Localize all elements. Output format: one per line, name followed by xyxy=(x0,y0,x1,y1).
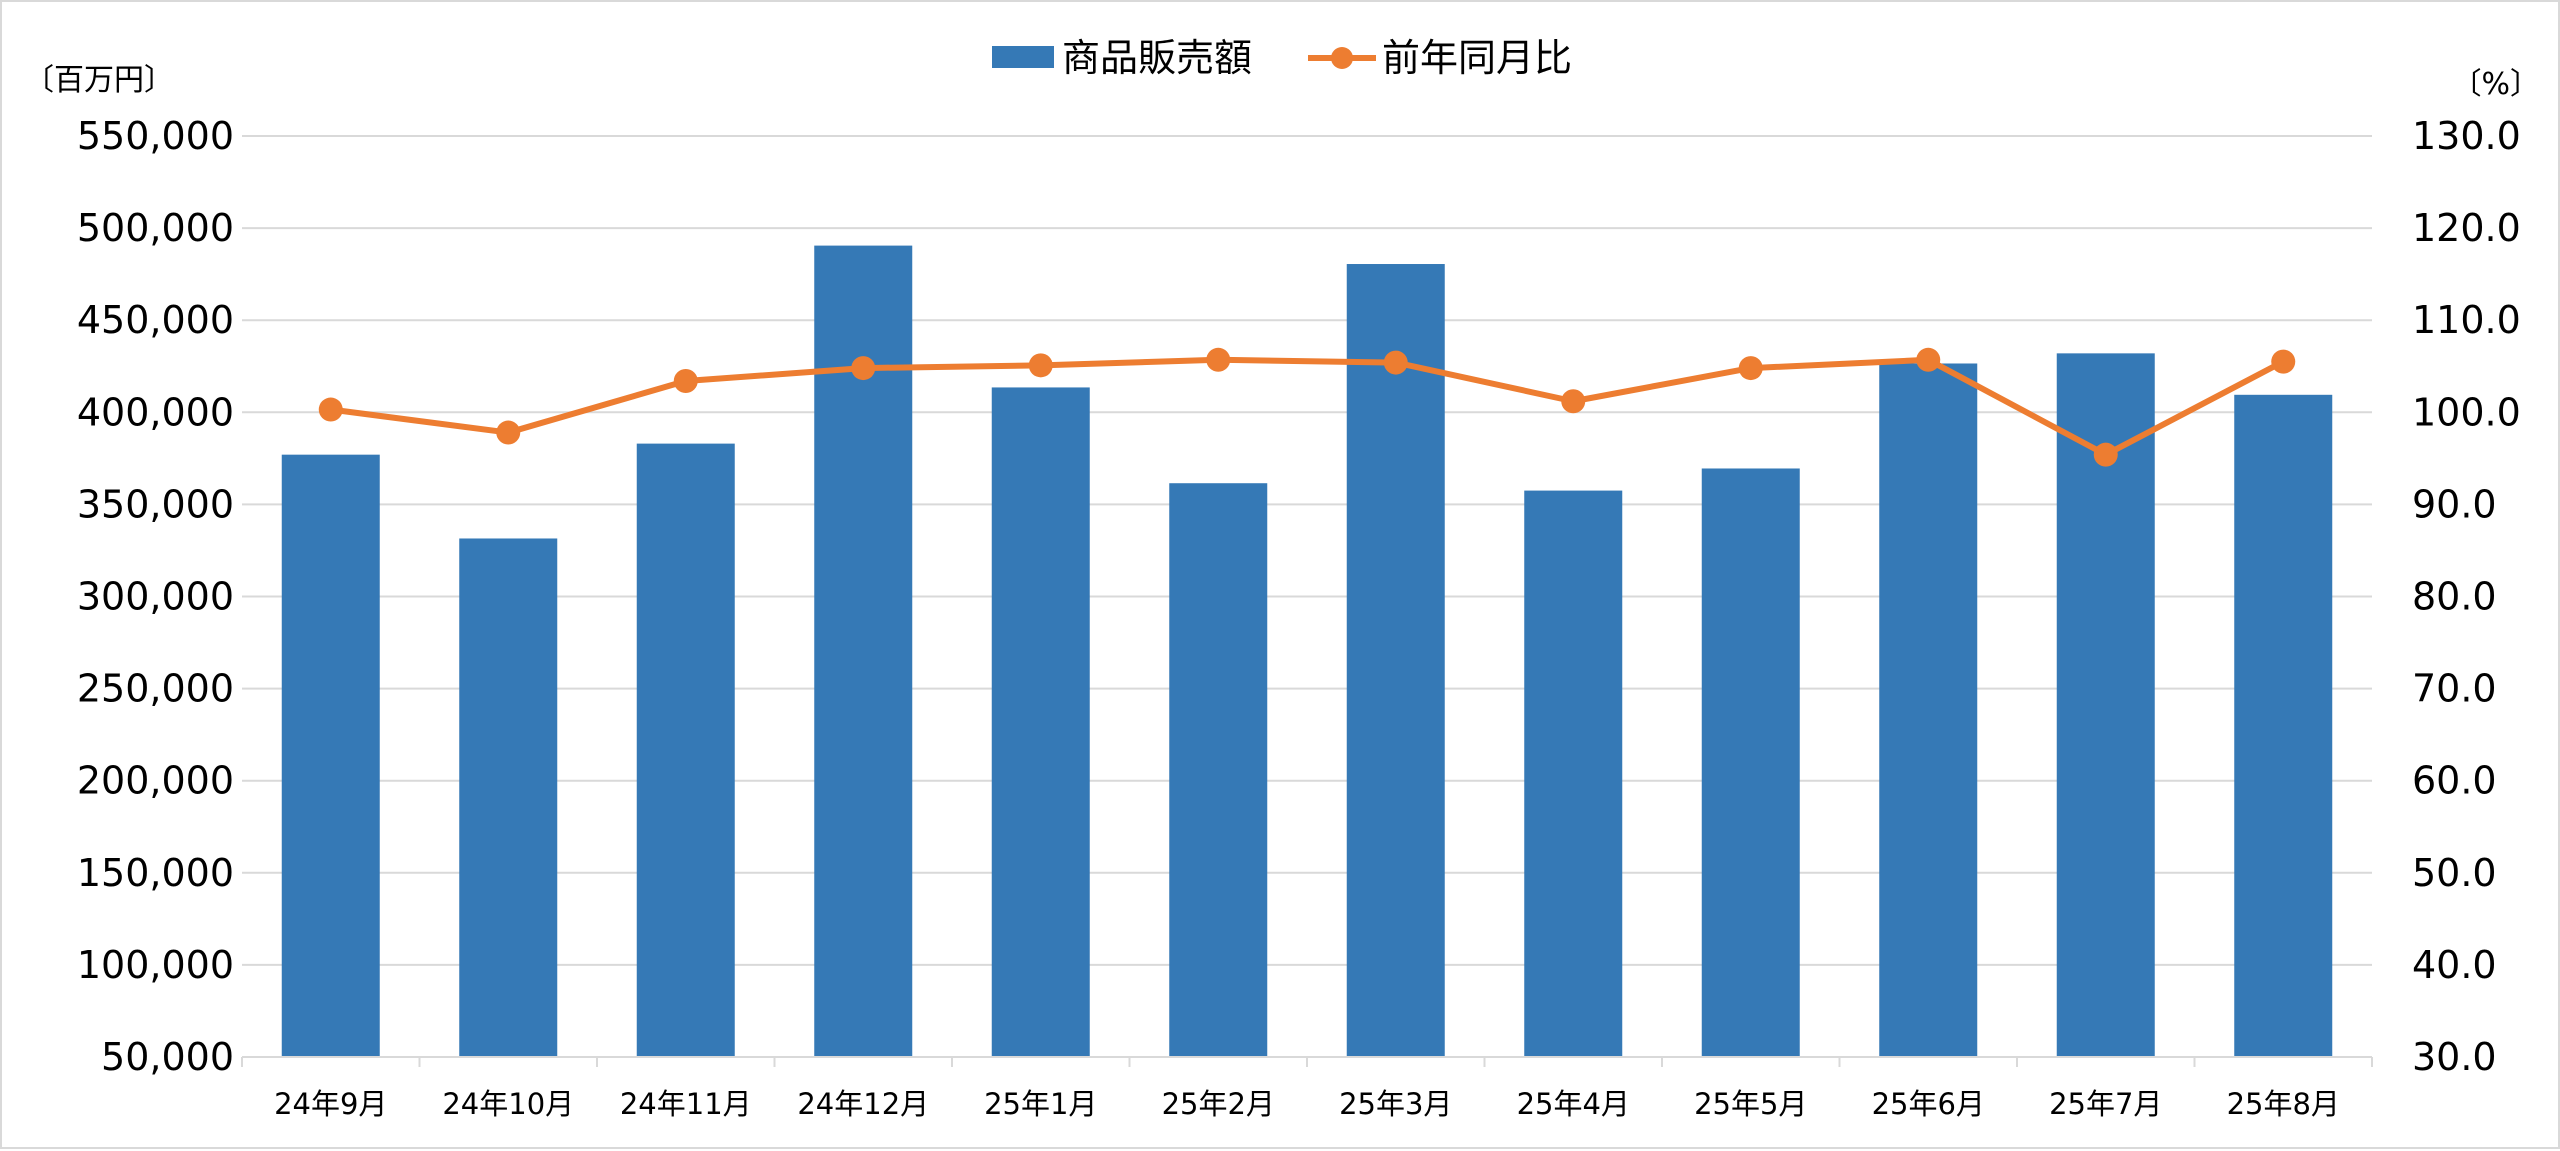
line-marker xyxy=(496,420,521,445)
line-marker xyxy=(318,397,343,422)
x-axis-tick-label: 25年1月 xyxy=(984,1087,1097,1121)
legend-swatch-marker xyxy=(1331,47,1353,69)
line-marker xyxy=(2271,349,2296,374)
right-axis-tick-label: 40.0 xyxy=(2412,943,2497,987)
x-axis-tick-label: 25年6月 xyxy=(1872,1087,1985,1121)
right-axis-tick-label: 80.0 xyxy=(2412,575,2497,619)
right-axis-tick-label: 100.0 xyxy=(2412,390,2521,434)
x-axis-tick-label: 24年11月 xyxy=(620,1087,752,1121)
right-axis-tick-label: 70.0 xyxy=(2412,667,2497,711)
line-marker xyxy=(1206,347,1231,372)
bar xyxy=(1879,363,1978,1057)
legend: 商品販売額 前年同月比 xyxy=(992,36,1572,80)
right-axis-tick-label: 110.0 xyxy=(2412,298,2521,342)
bar xyxy=(1169,483,1268,1057)
left-axis-tick-label: 50,000 xyxy=(101,1035,234,1079)
bar xyxy=(2234,394,2333,1057)
right-axis-tick-label: 130.0 xyxy=(2412,114,2521,158)
legend-label-line: 前年同月比 xyxy=(1382,36,1572,80)
legend-label-bar: 商品販売額 xyxy=(1062,36,1252,80)
left-axis-tick-label: 200,000 xyxy=(77,759,234,803)
left-axis-tick-label: 500,000 xyxy=(77,206,234,250)
legend-swatch-bar xyxy=(992,46,1054,68)
x-axis-tick-label: 24年9月 xyxy=(274,1087,387,1121)
x-axis-tick-label: 25年8月 xyxy=(2227,1087,2340,1121)
left-axis-tick-label: 150,000 xyxy=(77,851,234,895)
right-axis-tick-label: 50.0 xyxy=(2412,851,2497,895)
bar-series xyxy=(281,245,2333,1058)
line-marker xyxy=(1028,353,1053,378)
bar xyxy=(991,387,1090,1058)
x-axis-tick-label: 25年3月 xyxy=(1339,1087,1452,1121)
right-axis-unit-label: 〔%〕 xyxy=(2451,67,2540,102)
x-axis-tick-label: 24年12月 xyxy=(797,1087,929,1121)
line-marker xyxy=(2093,442,2118,467)
left-axis-tick-label: 350,000 xyxy=(77,482,234,526)
right-axis-tick-label: 30.0 xyxy=(2412,1035,2497,1079)
bar xyxy=(1524,490,1623,1058)
axes xyxy=(241,1056,2373,1067)
bar xyxy=(2056,353,2155,1058)
left-axis-unit-label: 〔百万円〕 xyxy=(24,63,174,98)
axis-labels: 〔百万円〕 〔%〕 50,000 100,000 150,000 200,000 250… xyxy=(24,63,2540,1121)
bar xyxy=(1346,264,1445,1057)
x-axis-tick-label: 25年4月 xyxy=(1517,1087,1630,1121)
gridlines xyxy=(242,135,2372,966)
left-axis-tick-label: 400,000 xyxy=(77,390,234,434)
line-marker xyxy=(1738,356,1763,381)
right-axis-tick-label: 90.0 xyxy=(2412,482,2497,526)
x-axis-tick-label: 25年5月 xyxy=(1694,1087,1807,1121)
left-axis-tick-label: 300,000 xyxy=(77,575,234,619)
x-axis-tick-label: 25年2月 xyxy=(1162,1087,1275,1121)
right-axis-tick-label: 120.0 xyxy=(2412,206,2521,250)
x-axis-tick-label: 25年7月 xyxy=(2049,1087,2162,1121)
yoy-line xyxy=(330,356,2285,458)
line-marker xyxy=(673,368,698,393)
line-series xyxy=(318,347,2296,467)
bar xyxy=(459,538,558,1057)
left-axis-tick-label: 550,000 xyxy=(77,114,234,158)
bar xyxy=(814,245,913,1057)
left-axis-tick-label: 450,000 xyxy=(77,298,234,342)
left-axis-tick-label: 250,000 xyxy=(77,667,234,711)
line-marker xyxy=(1383,350,1408,375)
line-marker xyxy=(851,356,876,381)
line-marker xyxy=(1916,347,1941,372)
bar xyxy=(1701,468,1800,1058)
right-axis-tick-label: 60.0 xyxy=(2412,759,2497,803)
x-axis-tick-label: 24年10月 xyxy=(442,1087,574,1121)
bar xyxy=(636,443,735,1057)
left-axis-tick-label: 100,000 xyxy=(77,943,234,987)
line-marker xyxy=(1561,389,1586,414)
bar xyxy=(281,454,380,1057)
